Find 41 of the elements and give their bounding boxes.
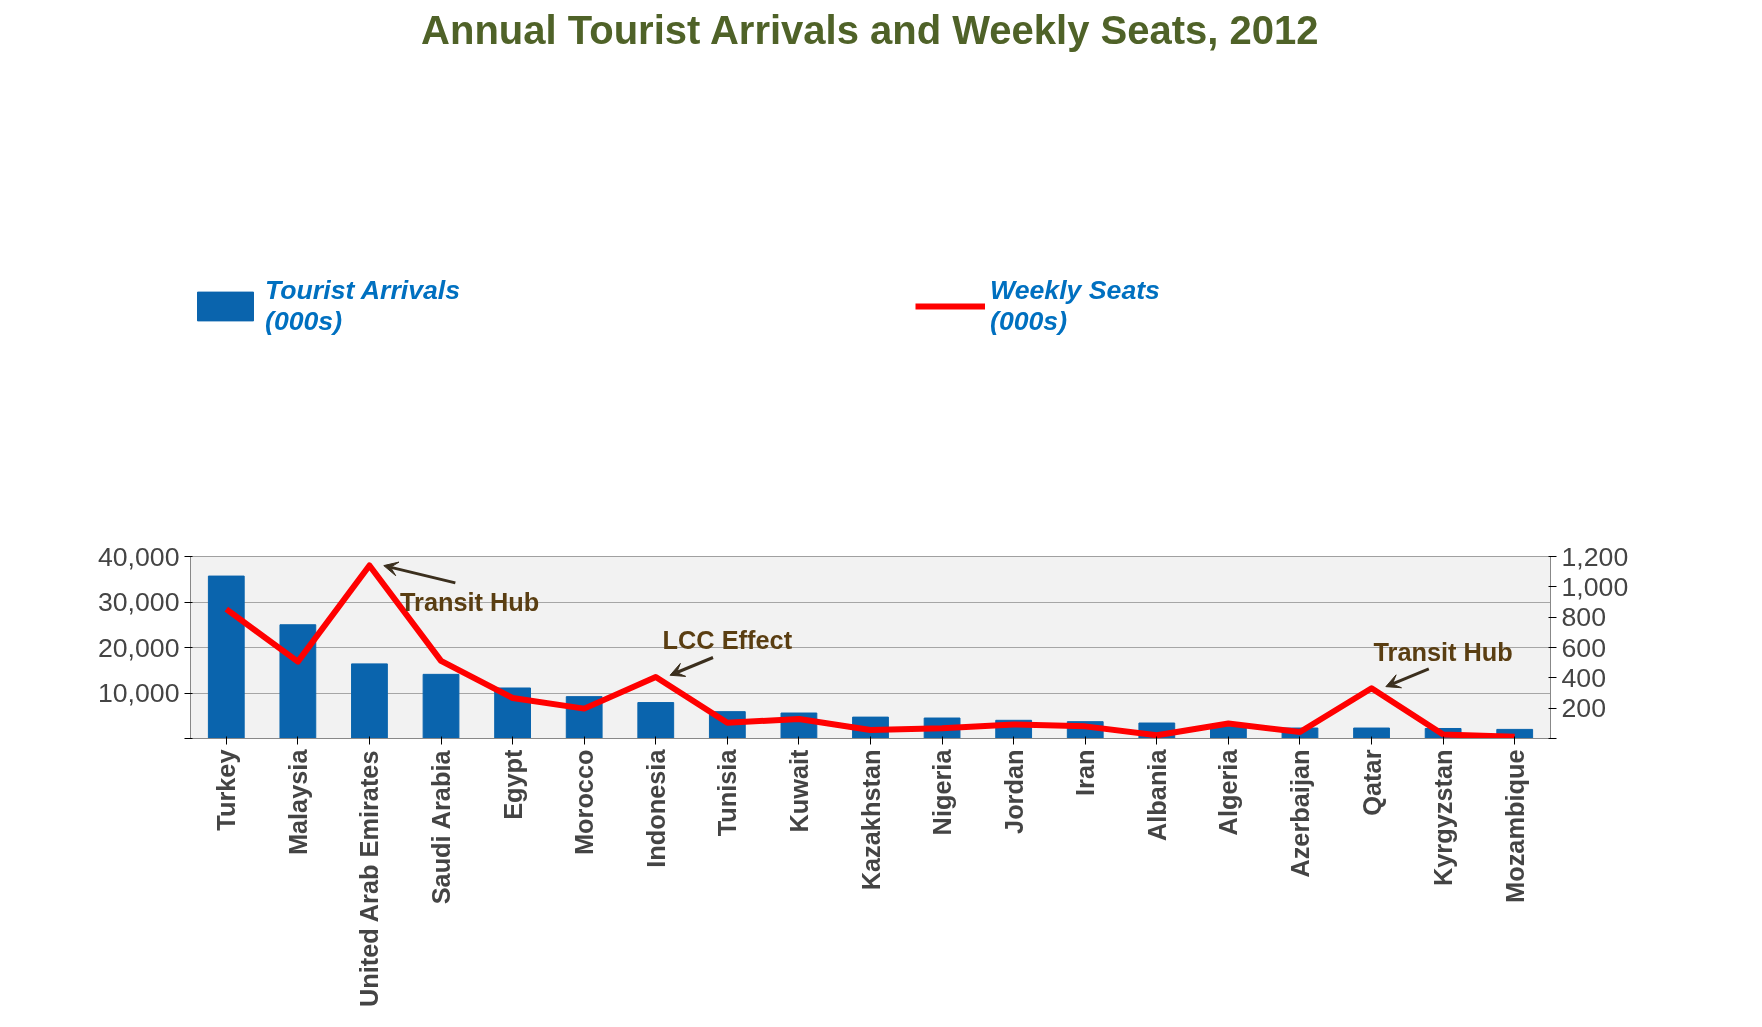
bar — [422, 673, 460, 739]
y2-tick-label: 200 — [1561, 693, 1606, 724]
y2-tick-label: 600 — [1561, 632, 1606, 663]
legend-label: Weekly Seats (000s) — [990, 275, 1161, 337]
x-tick-label: Kazakhstan — [856, 749, 885, 891]
y-tick-label: 40,000 — [97, 541, 180, 572]
legend-label: Tourist Arrivals (000s) — [265, 275, 462, 337]
y-tick-label: 30,000 — [97, 587, 180, 617]
y2-tick-label: 400 — [1561, 662, 1606, 693]
x-tick-label: Albania — [1142, 748, 1171, 841]
y-tick-label: 20,000 — [97, 632, 180, 663]
x-tick-label: Azerbaijan — [1285, 749, 1314, 878]
y-tick-label: 10,000 — [97, 678, 180, 708]
x-tick-label: Kuwait — [784, 748, 813, 833]
y2-tick-label: 1,000 — [1561, 571, 1629, 602]
x-tick-label: Qatar — [1357, 749, 1386, 816]
x-tick-label: Turkey — [212, 749, 241, 831]
annotation: LCC Effect — [662, 626, 793, 655]
x-tick-label: Algeria — [1214, 748, 1243, 836]
x-tick-label: Egypt — [498, 748, 527, 820]
x-tick-label: Iran — [1071, 749, 1100, 796]
x-tick-label: Jordan — [999, 749, 1028, 834]
chart-title: Annual Tourist Arrivals and Weekly Seats, 2012 — [421, 7, 1319, 52]
bar — [279, 624, 317, 739]
bar — [637, 702, 675, 739]
bar — [207, 575, 245, 739]
bar — [1353, 727, 1390, 739]
x-tick-label: Indonesia — [641, 748, 670, 868]
x-tick-label: Malaysia — [283, 748, 312, 856]
x-tick-label: Tunisia — [713, 748, 742, 837]
bar — [351, 663, 388, 739]
y2-tick-label: 1,200 — [1561, 541, 1629, 572]
annotation: Transit Hub — [1373, 637, 1513, 666]
x-tick-label: United Arab Emirates — [355, 750, 384, 1008]
annotation: Transit Hub — [400, 588, 540, 617]
x-tick-label: Saudi Arabia — [427, 749, 456, 905]
y2-tick-label: 800 — [1561, 602, 1606, 633]
x-tick-label: Mozambique — [1500, 749, 1529, 903]
x-tick-label: Morocco — [570, 749, 599, 856]
x-tick-label: Kyrgyzstan — [1429, 749, 1458, 887]
x-tick-label: Nigeria — [928, 748, 957, 836]
